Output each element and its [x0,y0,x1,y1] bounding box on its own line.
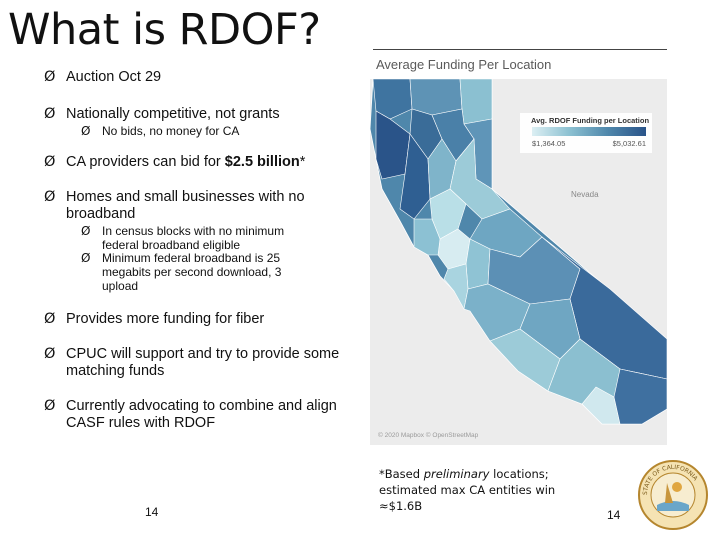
bullet-ca-providers: Ø CA providers can bid for $2.5 billion* [44,154,306,170]
county-region [372,79,413,120]
county-region [413,218,441,256]
map-credit: © 2020 Mapbox © OpenStreetMap [378,432,479,439]
arrow-bullet-icon: Ø [81,224,91,238]
arrow-bullet-icon: Ø [44,311,56,327]
legend-min-value: $1,364.05 [532,139,566,148]
page-number-left: 14 [145,505,159,519]
bullet-homes-businesses: Ø Homes and small businesses with no bro… [44,189,305,222]
seal-svg: STATE OF CALIFORNIA [638,460,708,530]
funding-amount: $2.5 billion [224,154,300,170]
bullet-fiber-funding: Ø Provides more funding for fiber [44,311,265,327]
nevada-label: Nevada [571,190,599,199]
arrow-bullet-icon: Ø [44,69,56,85]
arrow-bullet-icon: Ø [81,124,91,138]
cpuc-seal-icon: STATE OF CALIFORNIA [637,459,709,531]
arrow-bullet-icon: Ø [44,189,56,205]
county-region [459,79,493,125]
slide-title: What is RDOF? [8,5,321,55]
county-region [613,368,667,425]
bullet-cpuc-support: Ø CPUC will support and try to provide s… [44,346,340,379]
page-number-right: 14 [607,508,621,522]
bullet-auction: Ø Auction Oct 29 [44,69,162,85]
legend-max-value: $5,032.61 [612,139,646,148]
map-legend: Avg. RDOF Funding per Location $1,364.05… [520,113,652,153]
arrow-bullet-icon: Ø [44,398,56,414]
legend-title: Avg. RDOF Funding per Location [531,116,650,125]
arrow-bullet-icon: Ø [44,106,56,122]
bullet-nationally-competitive: Ø Nationally competitive, not grants [44,106,280,122]
bullet-casf-rules: Ø Currently advocating to combine and al… [44,398,337,431]
county-region [409,79,463,116]
sub-bullet-census-blocks: Ø In census blocks with no minimum feder… [81,224,285,252]
california-funding-map [370,79,667,445]
map-header-rule [373,49,667,50]
map-title: Average Funding Per Location [376,57,552,72]
arrow-bullet-icon: Ø [81,251,91,265]
arrow-bullet-icon: Ø [44,346,56,362]
arrow-bullet-icon: Ø [44,154,56,170]
legend-color-ramp [532,127,646,136]
sub-bullet-no-bids: Ø No bids, no money for CA [81,124,240,138]
footnote: *Based preliminary locations; estimated … [379,467,559,513]
sub-bullet-minimum-broadband: Ø Minimum federal broadband is 25 megabi… [81,251,282,293]
